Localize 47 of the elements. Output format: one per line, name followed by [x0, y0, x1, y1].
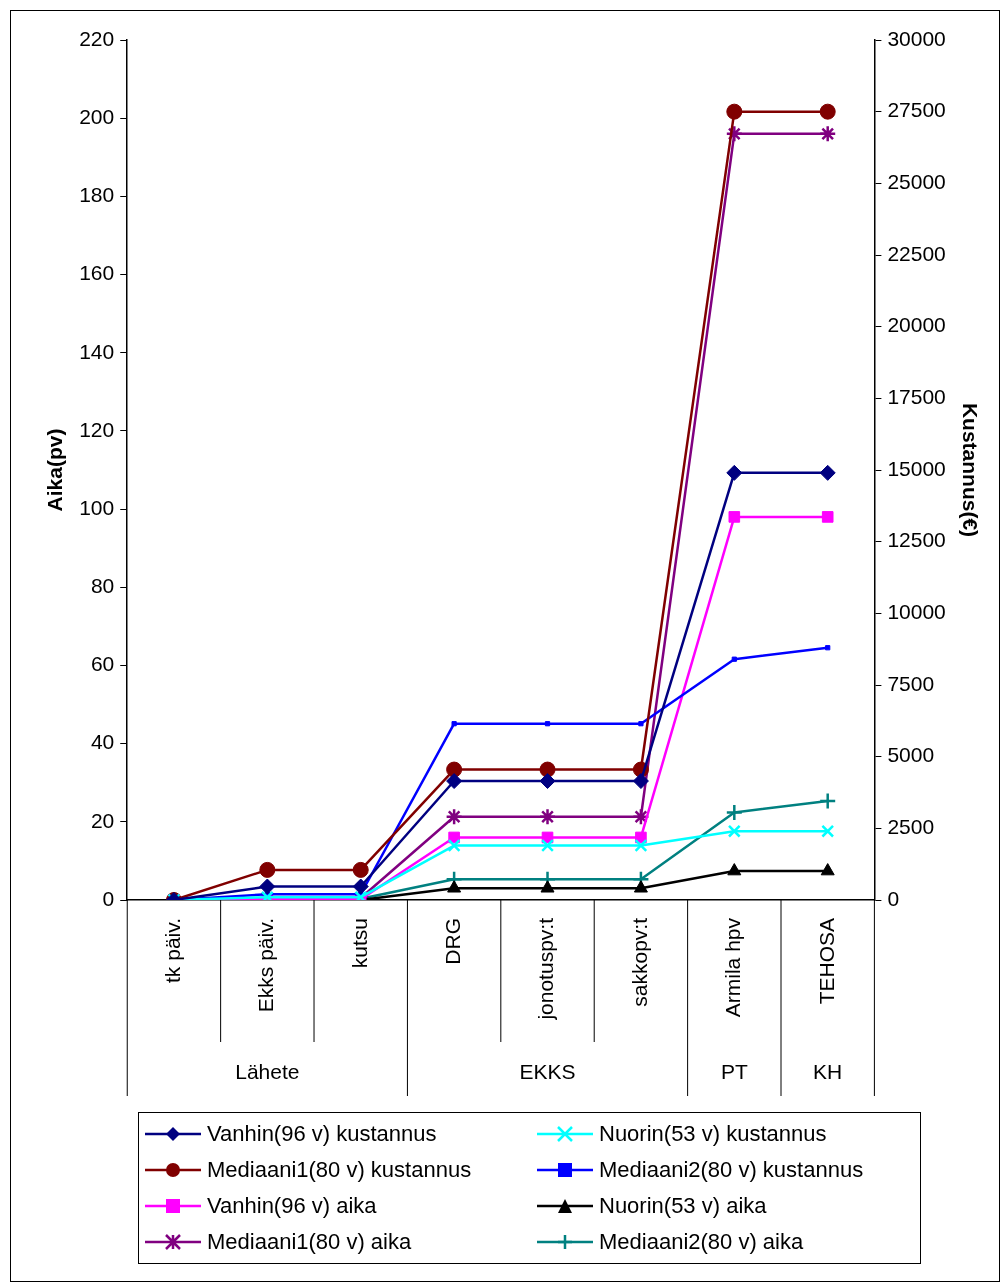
y-tick-label: 220: [79, 26, 115, 50]
x-tick-label: Ekks päiv.: [254, 918, 278, 1013]
y2-axis-title: Kustannus(€): [958, 402, 982, 538]
text: EKKS: [519, 1059, 576, 1083]
text: KH: [813, 1059, 843, 1083]
y-tick-label: 40: [90, 730, 115, 754]
y-tick-label: 140: [79, 339, 115, 363]
y-tick-label: 180: [79, 183, 115, 207]
x-tick-label: jonotuspv:t: [534, 917, 558, 1021]
y-tick-label: 120: [79, 417, 115, 441]
legend-label: Mediaani1(80 v) kustannus: [207, 1157, 472, 1183]
legend-label: Vanhin(96 v) kustannus: [207, 1121, 437, 1147]
x-tick-label: sakkopv:t: [627, 917, 651, 1007]
x-tick-label: Armila hpv: [721, 917, 745, 1018]
y-axis-title: Aika(pv): [43, 428, 67, 512]
legend-label: Mediaani2(80 v) aika: [599, 1229, 804, 1255]
y2-tick-label: 30000: [887, 26, 946, 50]
y-tick-label: 80: [90, 574, 115, 598]
legend-label: Mediaani1(80 v) aika: [207, 1229, 412, 1255]
y2-tick-label: 27500: [887, 98, 946, 122]
y2-tick-label: 2500: [887, 815, 935, 839]
y2-tick-label: 15000: [887, 456, 946, 480]
y-tick-label: 60: [90, 652, 115, 676]
y-tick-label: 20: [90, 808, 115, 832]
x-tick-label: kutsu: [347, 918, 371, 969]
y2-tick-label: 0: [887, 886, 900, 910]
y-tick-label: 100: [79, 495, 115, 519]
x-tick-label: DRG: [440, 918, 464, 965]
y2-tick-label: 22500: [887, 241, 946, 265]
y2-tick-label: 20000: [887, 313, 946, 337]
y2-tick-label: 5000: [887, 743, 935, 767]
text: Lähete: [235, 1059, 300, 1083]
legend-label: Vanhin(96 v) aika: [207, 1193, 377, 1219]
y2-tick-label: 25000: [887, 170, 946, 194]
legend-label: Nuorin(53 v) kustannus: [599, 1121, 827, 1147]
y-tick-label: 200: [79, 104, 115, 128]
x-tick-label: TEHOSA: [814, 918, 838, 1005]
y2-tick-label: 7500: [887, 671, 935, 695]
y2-tick-label: 10000: [887, 600, 946, 624]
y-tick-label: 0: [102, 886, 115, 910]
legend-label: Mediaani2(80 v) kustannus: [599, 1157, 864, 1183]
text: PT: [720, 1059, 748, 1083]
legend-label: Nuorin(53 v) aika: [599, 1193, 767, 1219]
y2-tick-label: 12500: [887, 528, 946, 552]
y-tick-label: 160: [79, 261, 115, 285]
y2-tick-label: 17500: [887, 385, 946, 409]
x-tick-label: tk päiv.: [160, 918, 184, 983]
